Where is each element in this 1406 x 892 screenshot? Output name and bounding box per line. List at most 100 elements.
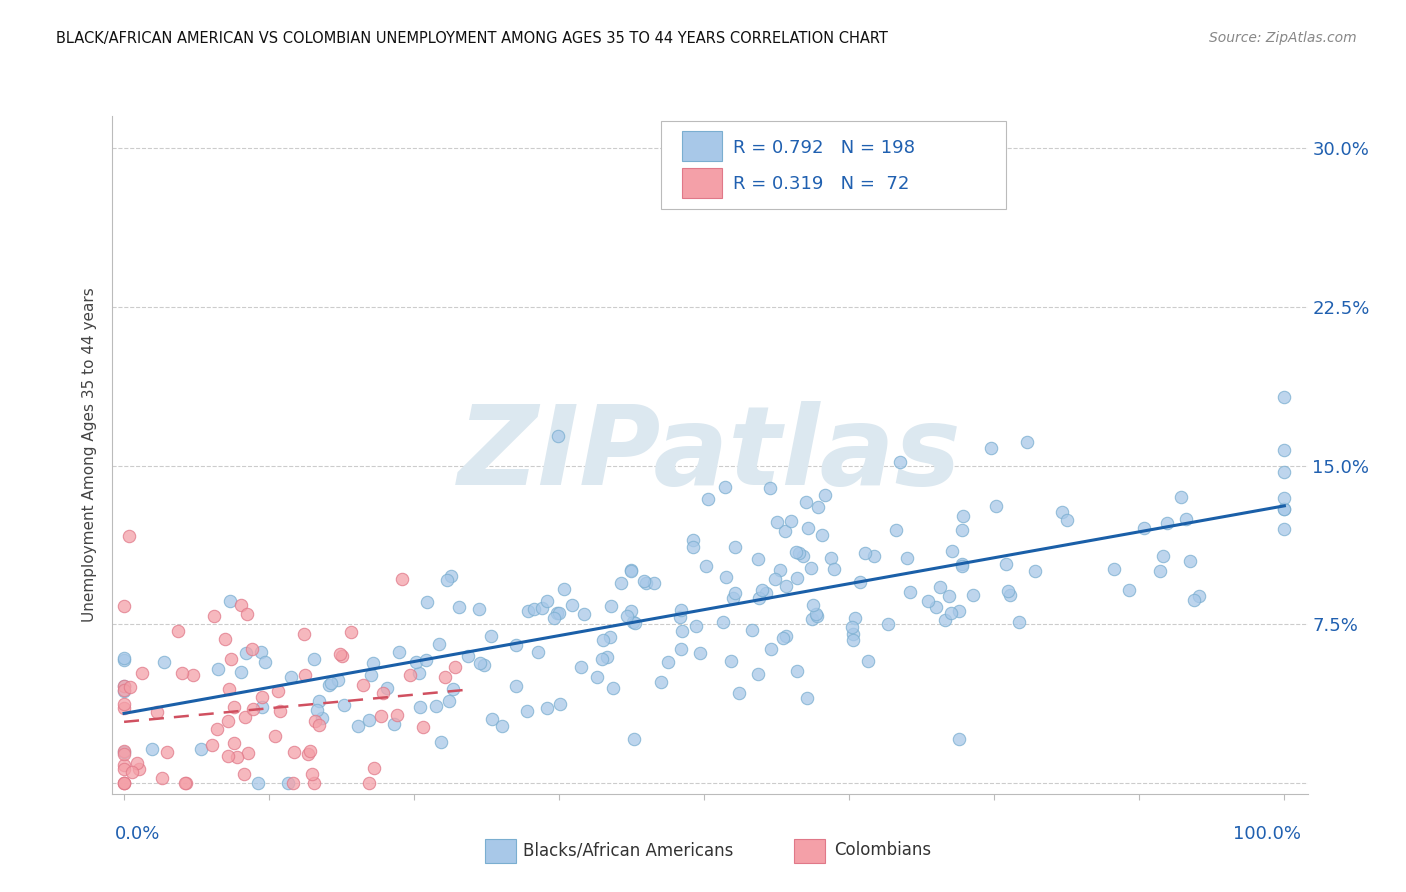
Point — [1132, 521, 1154, 535]
Point — [491, 719, 513, 733]
Point — [724, 540, 747, 554]
Point — [505, 638, 527, 652]
Point — [948, 731, 970, 746]
Point — [297, 747, 319, 762]
Text: R = 0.319   N =  72: R = 0.319 N = 72 — [733, 176, 910, 194]
Point — [112, 599, 135, 614]
Point — [650, 675, 672, 690]
Point — [898, 584, 921, 599]
Point — [319, 676, 342, 690]
Point — [599, 599, 621, 614]
Point — [775, 629, 797, 643]
Point — [222, 736, 245, 750]
Point — [304, 714, 326, 728]
Point — [1188, 590, 1211, 604]
Point — [772, 631, 794, 645]
Point — [427, 637, 450, 651]
Point — [1152, 549, 1174, 563]
Point — [430, 735, 453, 749]
Point — [948, 604, 970, 618]
Point — [437, 694, 460, 708]
Point — [283, 745, 305, 759]
Point — [950, 559, 973, 574]
Point — [242, 701, 264, 715]
Point — [318, 678, 340, 692]
Point — [889, 455, 911, 469]
Point — [950, 558, 973, 572]
Point — [553, 582, 575, 596]
Point — [806, 609, 828, 624]
Point — [724, 586, 747, 600]
Point — [572, 607, 595, 622]
Point — [530, 601, 553, 615]
Point — [330, 648, 353, 663]
Point — [766, 516, 789, 530]
Point — [112, 652, 135, 666]
Point — [112, 776, 135, 790]
Point — [571, 660, 593, 674]
Point — [516, 704, 538, 718]
Point — [773, 524, 796, 539]
Point — [1170, 490, 1192, 504]
Point — [112, 745, 135, 759]
Point — [370, 709, 392, 723]
Point — [591, 651, 613, 665]
Point — [728, 686, 751, 700]
Point — [527, 645, 550, 659]
Point — [800, 612, 823, 626]
Point — [796, 691, 818, 706]
Point — [602, 681, 624, 695]
Point — [447, 599, 470, 614]
Point — [269, 704, 291, 718]
Point — [1175, 512, 1198, 526]
Point — [748, 591, 770, 605]
Point — [121, 765, 143, 780]
Point — [610, 575, 633, 590]
Point — [361, 656, 384, 670]
Point — [517, 605, 540, 619]
Point — [127, 756, 149, 770]
Point — [302, 652, 325, 666]
Point — [112, 683, 135, 698]
Point — [131, 665, 153, 680]
Point — [118, 680, 141, 694]
Point — [207, 663, 229, 677]
Point — [561, 598, 583, 612]
Point — [547, 429, 569, 443]
Text: 100.0%: 100.0% — [1233, 825, 1301, 843]
Point — [292, 626, 315, 640]
Point — [112, 679, 135, 693]
Point — [775, 579, 797, 593]
Point — [633, 574, 655, 588]
Point — [714, 569, 737, 583]
Point — [543, 611, 565, 625]
Point — [536, 593, 558, 607]
Point — [112, 700, 135, 714]
Point — [685, 619, 707, 633]
Point — [329, 648, 352, 662]
Point — [1052, 505, 1074, 519]
Point — [205, 722, 228, 736]
Point — [150, 772, 173, 786]
Point — [218, 594, 240, 608]
Point — [505, 679, 527, 693]
Point — [1272, 465, 1295, 479]
Point — [472, 658, 495, 673]
Point — [112, 757, 135, 772]
Point — [112, 651, 135, 665]
Point — [980, 442, 1002, 456]
Point — [995, 558, 1018, 572]
Point — [112, 697, 135, 711]
Point — [141, 742, 163, 756]
Point — [436, 573, 458, 587]
Point — [761, 642, 783, 657]
Point — [214, 632, 236, 646]
Point — [697, 491, 720, 506]
Point — [375, 681, 398, 696]
Point — [1024, 564, 1046, 578]
Point — [1007, 615, 1029, 630]
Point — [695, 558, 717, 573]
Point — [1178, 554, 1201, 568]
Point — [797, 521, 820, 535]
Point — [112, 762, 135, 776]
